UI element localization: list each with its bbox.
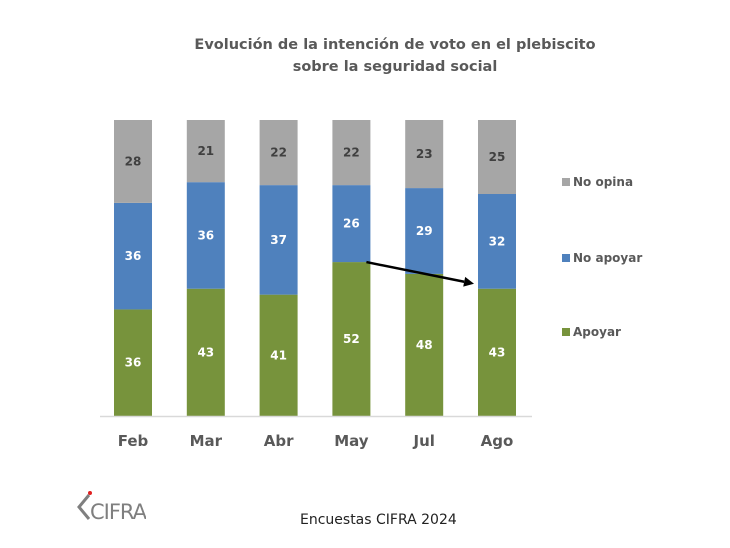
data-label: 41 xyxy=(270,348,287,362)
data-label: 23 xyxy=(416,147,433,161)
bar-apoyar-mar xyxy=(186,288,225,416)
legend-swatch-no-apoyar xyxy=(562,254,570,262)
data-label: 37 xyxy=(270,233,287,247)
data-label: 32 xyxy=(489,234,506,248)
bar-no-opina-ago xyxy=(478,120,516,194)
bar-no-apoyar-ago xyxy=(478,194,516,289)
data-label: 36 xyxy=(125,356,142,370)
legend: No opina No apoyar Apoyar xyxy=(562,175,642,339)
chart-title-line-2: sobre la seguridad social xyxy=(293,59,498,75)
legend-swatch-apoyar xyxy=(562,328,570,336)
data-label: 28 xyxy=(125,154,142,168)
data-label: 36 xyxy=(125,249,142,263)
x-tick-label: Jul xyxy=(412,432,434,450)
x-tick-label: Abr xyxy=(264,432,294,450)
bar-apoyar-feb xyxy=(114,309,152,416)
logo-text: CIFRA xyxy=(90,500,146,523)
arrow-head xyxy=(463,276,474,287)
bar-no-apoyar-abr xyxy=(259,185,298,295)
data-label: 36 xyxy=(197,228,214,242)
data-label: 29 xyxy=(416,224,433,238)
bar-no-apoyar-may xyxy=(332,185,371,263)
logo-dot xyxy=(88,491,92,495)
chart-title-line-1: Evolución de la intención de voto en el … xyxy=(194,37,595,53)
legend-swatch-no-opina xyxy=(562,178,570,186)
source-note: Encuestas CIFRA 2024 xyxy=(300,512,457,528)
trend-arrow xyxy=(366,260,474,287)
logo-chevron xyxy=(77,494,91,520)
x-tick-label: May xyxy=(334,432,369,450)
data-label: 52 xyxy=(343,332,360,346)
data-label: 48 xyxy=(416,338,433,352)
bars-group: 36 36 28 43 36 21 41 37 22 52 26 22 48 29 23 43 32 25 xyxy=(114,120,516,416)
data-label: 43 xyxy=(489,345,506,359)
legend-label-no-apoyar: No apoyar xyxy=(573,251,642,265)
legend-label-apoyar: Apoyar xyxy=(573,325,621,339)
x-tick-label: Feb xyxy=(118,432,149,450)
bar-no-opina-abr xyxy=(259,120,298,186)
bar-no-apoyar-feb xyxy=(114,202,152,310)
bar-no-opina-may xyxy=(332,120,371,186)
bar-no-opina-jul xyxy=(405,120,444,189)
bar-no-opina-mar xyxy=(186,120,225,183)
data-label: 25 xyxy=(489,150,506,164)
bar-no-apoyar-jul xyxy=(405,188,444,274)
data-label: 22 xyxy=(343,146,360,160)
data-label: 22 xyxy=(270,146,287,160)
x-tick-label: Ago xyxy=(481,432,514,450)
bar-no-apoyar-mar xyxy=(186,182,225,289)
bar-apoyar-jul xyxy=(405,273,444,416)
x-axis-ticks: Feb Mar Abr May Jul Ago xyxy=(118,432,514,450)
data-label: 26 xyxy=(343,217,360,231)
bar-apoyar-abr xyxy=(259,294,298,416)
data-label: 21 xyxy=(197,144,214,158)
chart-title: Evolución de la intención de voto en el … xyxy=(194,37,595,75)
arrow-line xyxy=(366,260,465,283)
legend-label-no-opina: No opina xyxy=(573,175,633,189)
x-tick-label: Mar xyxy=(190,432,223,450)
data-label: 43 xyxy=(197,345,214,359)
bar-no-opina-feb xyxy=(114,120,152,203)
bar-apoyar-may xyxy=(332,262,371,416)
cifra-logo: CIFRA xyxy=(77,491,146,523)
bar-apoyar-ago xyxy=(478,288,516,416)
